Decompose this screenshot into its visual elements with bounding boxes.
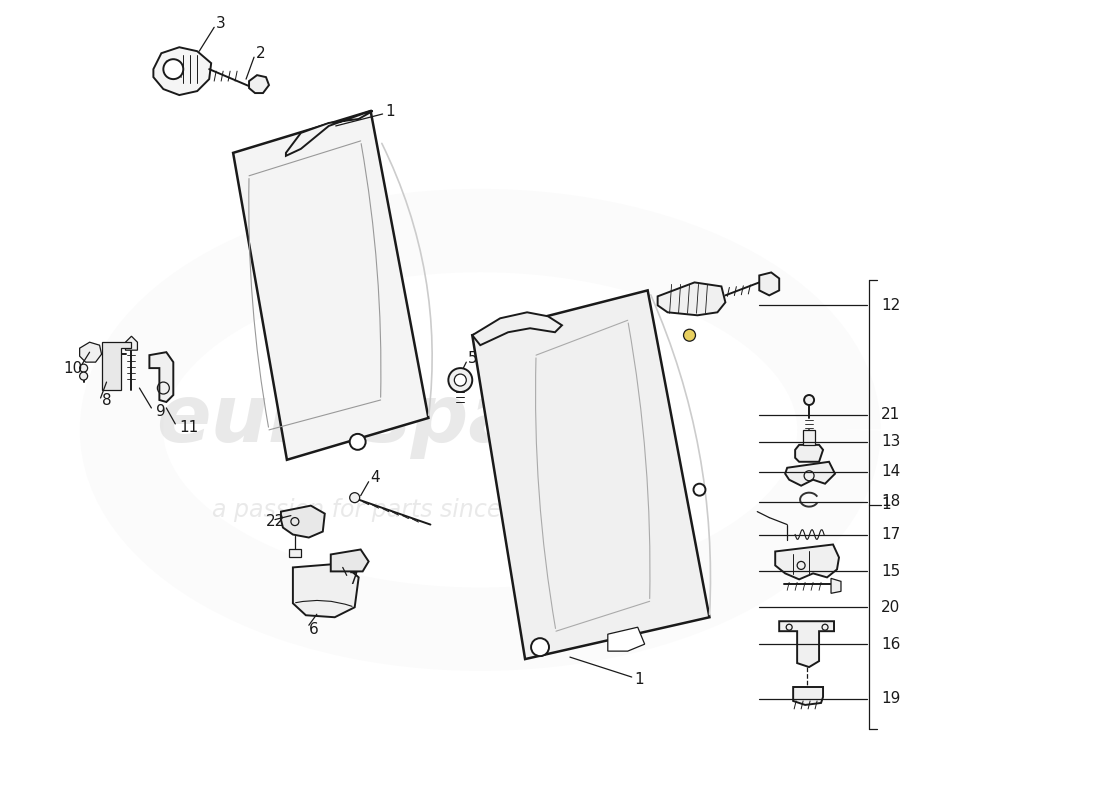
Circle shape: [454, 374, 466, 386]
Circle shape: [804, 395, 814, 405]
Text: 2: 2: [256, 46, 265, 61]
Polygon shape: [658, 282, 725, 315]
Polygon shape: [793, 687, 823, 705]
Text: 20: 20: [881, 600, 900, 614]
Text: 9: 9: [156, 405, 166, 419]
Text: 18: 18: [881, 494, 900, 509]
Polygon shape: [125, 336, 138, 350]
Text: 21: 21: [881, 407, 900, 422]
Text: eurospares: eurospares: [156, 381, 666, 459]
Circle shape: [350, 493, 360, 502]
Polygon shape: [472, 312, 562, 345]
Polygon shape: [776, 545, 839, 579]
Text: 19: 19: [881, 691, 900, 706]
Circle shape: [79, 364, 88, 372]
Polygon shape: [785, 462, 835, 486]
Polygon shape: [101, 342, 132, 390]
Polygon shape: [233, 111, 428, 460]
Polygon shape: [293, 563, 359, 618]
Polygon shape: [289, 550, 301, 558]
Text: 5: 5: [469, 350, 477, 366]
Polygon shape: [759, 273, 779, 295]
Text: 12: 12: [881, 298, 900, 313]
Circle shape: [79, 372, 88, 380]
Polygon shape: [79, 342, 101, 362]
Text: 1: 1: [386, 103, 395, 118]
Polygon shape: [779, 622, 834, 667]
Text: 1: 1: [635, 671, 645, 686]
Text: 14: 14: [881, 464, 900, 479]
Polygon shape: [249, 75, 270, 93]
Polygon shape: [280, 506, 324, 538]
Circle shape: [693, 484, 705, 496]
Text: 16: 16: [881, 637, 900, 652]
Polygon shape: [153, 47, 211, 95]
Polygon shape: [286, 111, 373, 156]
Text: 8: 8: [101, 393, 111, 407]
Text: a passion for parts since 1985: a passion for parts since 1985: [212, 498, 569, 522]
Polygon shape: [830, 578, 842, 594]
Text: 10: 10: [64, 361, 82, 376]
Circle shape: [531, 638, 549, 656]
Polygon shape: [472, 290, 710, 659]
Circle shape: [350, 434, 365, 450]
Text: 1: 1: [881, 497, 891, 512]
Polygon shape: [150, 352, 174, 402]
Polygon shape: [795, 445, 823, 462]
Text: 13: 13: [881, 434, 900, 450]
Circle shape: [163, 59, 184, 79]
Polygon shape: [608, 627, 645, 651]
Circle shape: [449, 368, 472, 392]
Text: 15: 15: [881, 564, 900, 579]
Text: 11: 11: [179, 421, 198, 435]
Text: 3: 3: [217, 16, 226, 31]
Text: 7: 7: [349, 572, 359, 587]
Text: 4: 4: [371, 470, 381, 486]
Text: 17: 17: [881, 527, 900, 542]
Polygon shape: [331, 550, 368, 571]
Circle shape: [683, 330, 695, 342]
Text: 22: 22: [266, 514, 285, 529]
Polygon shape: [803, 430, 815, 445]
Text: 6: 6: [309, 622, 319, 637]
